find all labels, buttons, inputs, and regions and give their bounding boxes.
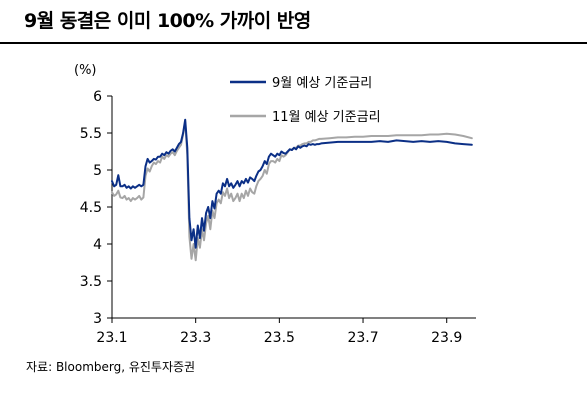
y-tick-label: 4.5 xyxy=(80,200,102,216)
chart-series-layer xyxy=(111,118,473,262)
title-underline xyxy=(0,42,587,44)
y-tick-label: 6 xyxy=(93,89,102,105)
x-tick-label: 23.1 xyxy=(96,330,127,346)
chart-legend: 9월 예상 기준금리 11월 예상 기준금리 xyxy=(230,76,381,125)
y-tick-label: 5 xyxy=(93,163,102,179)
x-tick-label: 23.9 xyxy=(431,330,462,346)
x-tick-label: 23.3 xyxy=(180,330,211,346)
y-axis-unit-label: (%) xyxy=(74,63,97,78)
y-tick-label: 3 xyxy=(93,311,102,327)
series-line-1 xyxy=(111,120,473,262)
x-tick-label: 23.7 xyxy=(347,330,378,346)
x-tick-label: 23.5 xyxy=(264,330,295,346)
series-line-0 xyxy=(111,118,473,249)
chart-axes: 3 3.5 4 4.5 5 5.5 6 23.1 23.3 23.5 23.7 23.9 xyxy=(80,89,476,346)
legend-label-0: 9월 예상 기준금리 xyxy=(272,76,372,91)
y-tick-label: 3.5 xyxy=(80,274,102,290)
legend-label-1: 11월 예상 기준금리 xyxy=(272,110,381,125)
page-title: 9월 동결은 이미 100% 가까이 반영 xyxy=(24,10,311,32)
source-note: 자료: Bloomberg, 유진투자증권 xyxy=(26,360,196,374)
y-tick-label: 5.5 xyxy=(80,126,102,142)
y-tick-label: 4 xyxy=(93,237,102,253)
